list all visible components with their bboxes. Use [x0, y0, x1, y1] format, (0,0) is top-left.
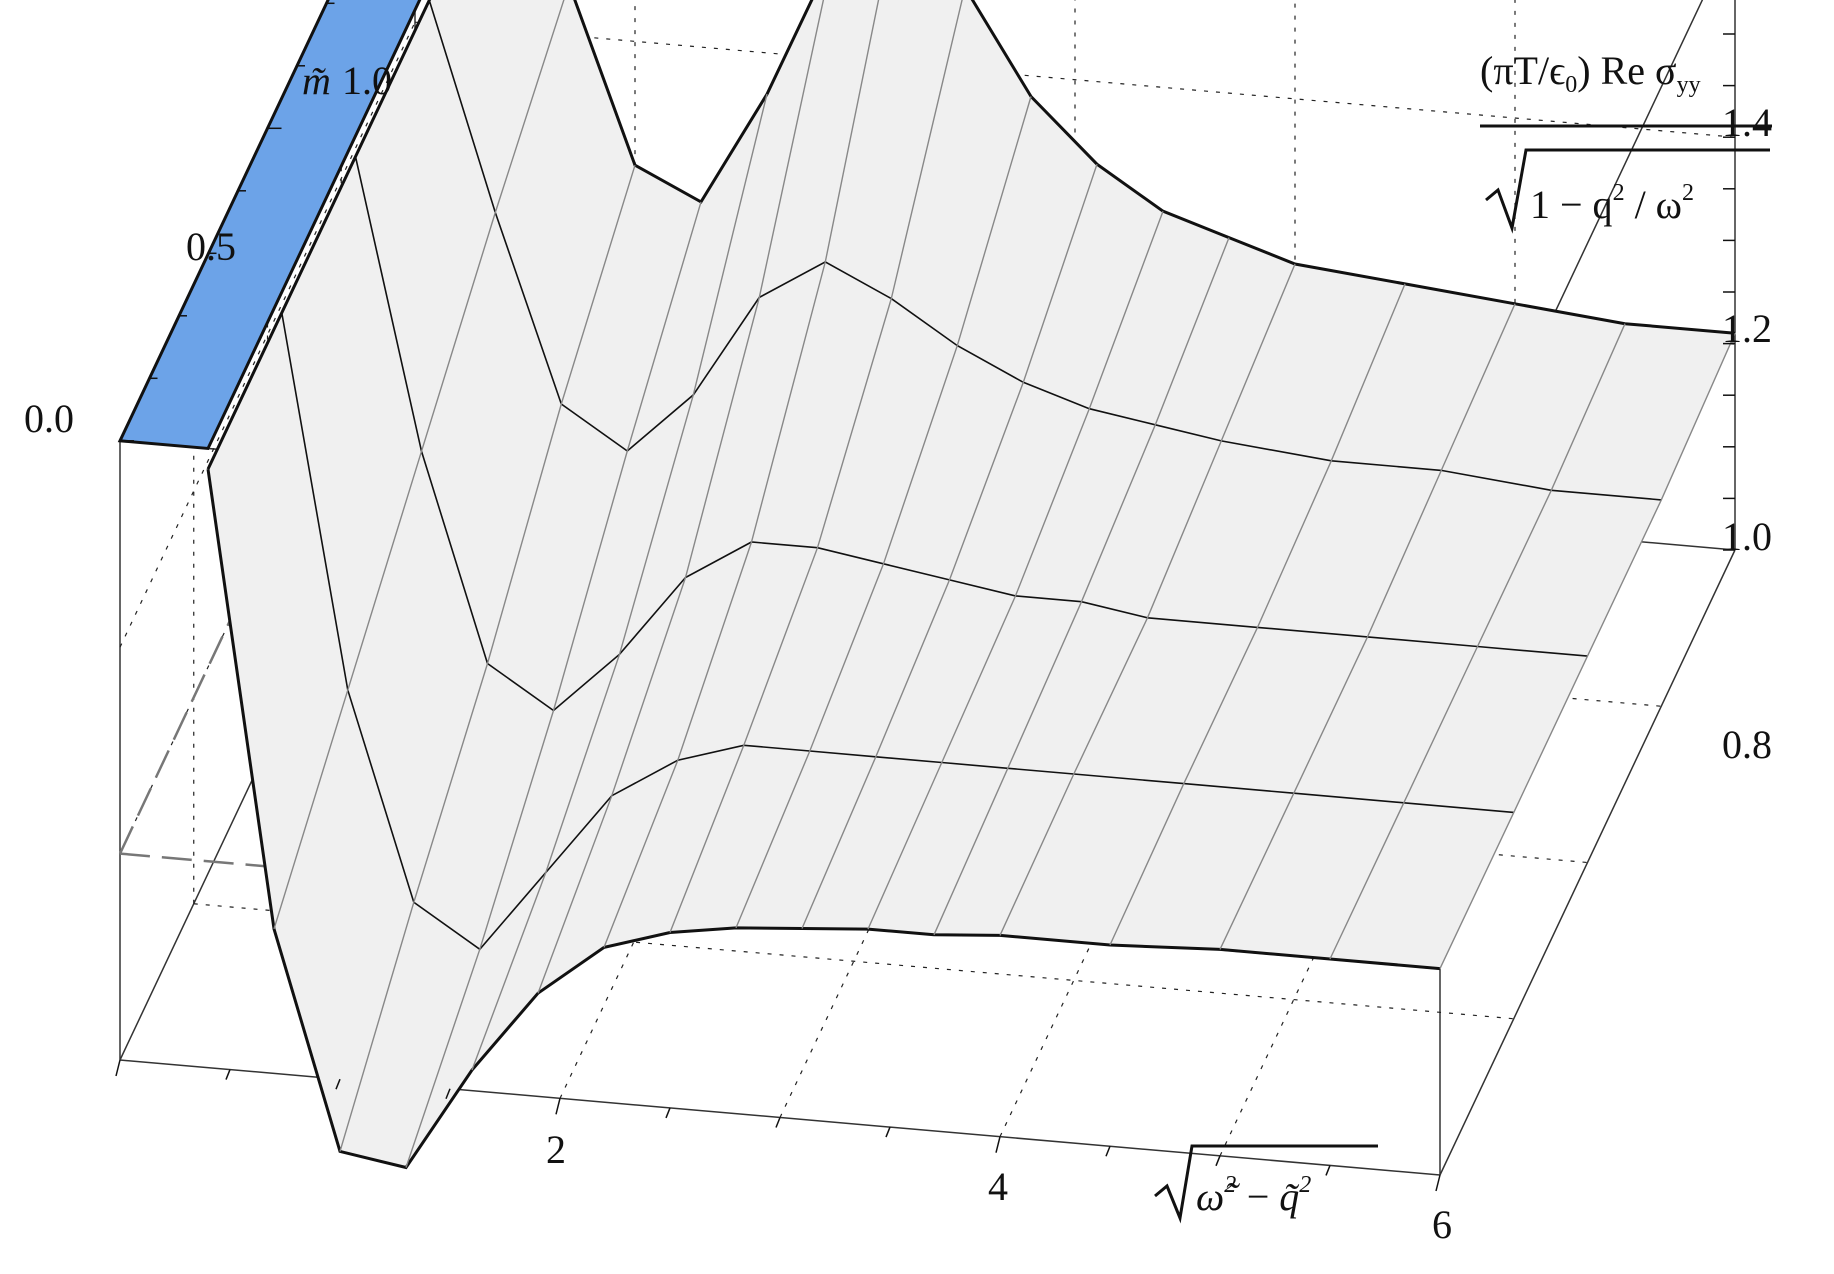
x-tick — [445, 1088, 451, 1100]
z-tick-label-12: 1.2 — [1722, 306, 1772, 351]
x-tick — [555, 1098, 561, 1115]
surface-line-x — [1109, 283, 1406, 946]
svg-text:ω̃2−q̃2: ω̃2− q̃2 — [1196, 1172, 1311, 1219]
box-edge — [1439, 549, 1736, 1176]
svg-text:1 − q2 / ω2: 1 − q2 / ω2 — [1530, 180, 1694, 227]
m-axis-symbol: m̃ — [302, 58, 331, 103]
x-tick — [775, 1117, 781, 1128]
x-tick — [335, 1078, 341, 1090]
surface — [206, 0, 1736, 1170]
surface-line-x — [933, 237, 1230, 936]
x-tick-label-2: 2 — [546, 1127, 566, 1172]
x-tick — [885, 1126, 891, 1138]
x-tick-label-6: 6 — [1432, 1202, 1452, 1247]
z-tick-label-14: 1.4 — [1722, 100, 1772, 145]
surface-line-x — [1329, 323, 1626, 960]
top-face — [117, 0, 422, 451]
surface-line-x — [1219, 303, 1516, 950]
x-tick — [115, 1059, 121, 1077]
x-tick — [1105, 1145, 1111, 1157]
surface-line-x — [867, 210, 1164, 930]
x-tick — [665, 1107, 671, 1119]
z-axis-label: (πT/ϵ0) Re σyy 1 − q2 / ω2 — [1480, 48, 1772, 234]
x-tick — [1215, 1155, 1221, 1167]
surface-line-x — [405, 201, 702, 1168]
z-tick-label-10: 1.0 — [1722, 514, 1772, 559]
z-tick-label-08: 0.8 — [1722, 722, 1772, 767]
grid-line — [414, 21, 1736, 138]
x-tick — [225, 1069, 231, 1080]
surface-edge — [206, 0, 432, 470]
x-axis-label: ω̃2− q̃2 — [1154, 1144, 1378, 1224]
surface-line-x — [471, 93, 768, 1071]
surface-line-x — [735, 96, 1032, 929]
x-tick — [995, 1136, 1001, 1153]
m-tick-label-1: 1.0 — [342, 58, 392, 103]
surface-line-x — [339, 164, 636, 1152]
surface-line-x — [273, 0, 565, 930]
x-tick-label-4: 4 — [988, 1164, 1008, 1209]
m-tick-label-0: 0.0 — [24, 396, 74, 441]
surface-line-x — [801, 163, 1098, 929]
x-tick — [1435, 1174, 1441, 1192]
grid-line — [193, 903, 1514, 1020]
m-tick-label-05: 0.5 — [186, 224, 236, 269]
surface-line-x — [537, 0, 825, 994]
surface-line-x — [669, 0, 963, 933]
surface-line-x — [603, 0, 880, 948]
svg-text:(πT/ϵ0) Re σyy: (πT/ϵ0) Re σyy — [1480, 48, 1701, 98]
surface-line-x — [999, 263, 1296, 936]
surface-line-x — [1439, 333, 1736, 969]
x-tick — [1325, 1165, 1331, 1176]
tick-marks — [115, 2, 1735, 1192]
